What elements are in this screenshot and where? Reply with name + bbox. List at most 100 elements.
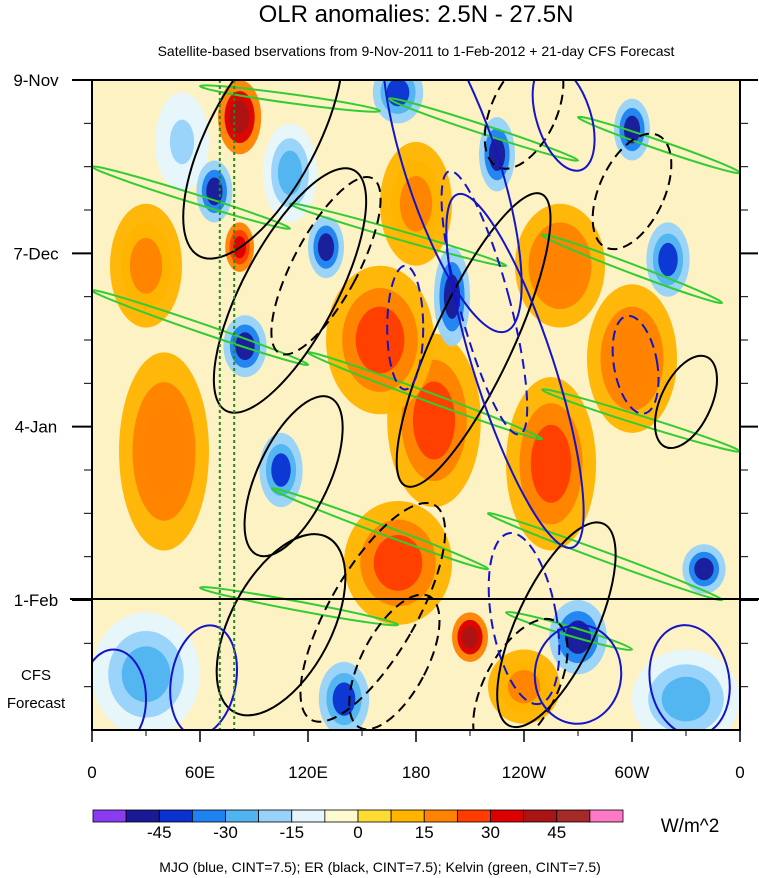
anomaly-region-4-2 — [143, 406, 185, 496]
er-contour-3 — [496, 521, 617, 729]
er-contours — [182, 80, 718, 730]
anomaly-region-20-2 — [461, 626, 479, 649]
colorbar: -45 -30 -15 0 15 30 45 — [92, 809, 624, 842]
forecast-label-line1: CFS — [21, 667, 51, 684]
mjo-contour-7 — [648, 624, 731, 730]
er-contour-2 — [395, 192, 552, 488]
anomaly-region-27-2 — [623, 115, 641, 144]
colorbar-swatch-5 — [258, 809, 293, 823]
er-contour-0 — [182, 80, 344, 260]
mjo-contour-2 — [531, 80, 596, 172]
kelvin-contour-4 — [289, 202, 508, 268]
colorbar-label-6: 45 — [547, 823, 566, 842]
anomaly-region-10-2 — [277, 150, 303, 196]
er-contour-1 — [212, 167, 368, 414]
er-contour-5 — [299, 502, 447, 723]
anomaly-region-18-2 — [658, 242, 678, 277]
anomaly-region-28-2 — [565, 620, 591, 654]
colorbar-label-3: 0 — [353, 823, 362, 842]
anomaly-region-25-2 — [235, 332, 255, 361]
er-contour-10 — [654, 354, 718, 450]
colorbar-label-4: 15 — [415, 823, 434, 842]
kelvin-contour-6 — [92, 289, 310, 367]
mjo-contour-3 — [386, 264, 425, 391]
colorbar-swatch-15 — [589, 809, 624, 823]
colorbar-swatch-0 — [92, 809, 127, 823]
mjo-contour-6 — [487, 532, 561, 706]
er-contour-12 — [348, 593, 441, 730]
kelvin-contour-1 — [387, 97, 580, 162]
colorbar-swatch-13 — [523, 809, 558, 823]
y-tick-label-0: 9-Nov — [13, 71, 59, 90]
mjo-contour-4 — [440, 170, 529, 436]
mjo-contour-5 — [533, 623, 623, 725]
kelvin-contour-3 — [92, 165, 292, 230]
mjo-contour-9 — [611, 314, 660, 415]
anomaly-region-13-2 — [661, 676, 711, 722]
colorbar-swatch-10 — [423, 809, 458, 823]
anomaly-region-16-2 — [271, 453, 291, 487]
anomaly-region-6-2 — [169, 119, 195, 165]
colorbar-swatch-2 — [158, 809, 193, 823]
mjo-contour-10 — [92, 648, 147, 730]
er-contour-6 — [472, 617, 569, 730]
x-tick-label-4: 120W — [502, 763, 546, 782]
colorbar-swatch-11 — [456, 809, 491, 823]
anomaly-region-19-2 — [332, 682, 356, 716]
anomaly-region-2-2 — [507, 669, 541, 704]
chart-title: OLR anomalies: 2.5N - 27.5N — [259, 1, 574, 28]
anomaly-region-12-2 — [373, 535, 423, 591]
kelvin-contour-8 — [540, 388, 740, 453]
kelvin-contour-0 — [199, 84, 382, 113]
contour-legend: MJO (blue, CINT=7.5); ER (black, CINT=7.… — [159, 859, 601, 875]
er-contour-9 — [591, 132, 673, 251]
reference-lines — [218, 80, 236, 730]
mjo-contour-8 — [169, 624, 238, 730]
y-tick-label-3: 1-Feb — [14, 591, 58, 610]
x-tick-label-2: 120E — [288, 763, 328, 782]
x-tick-label-5: 60W — [615, 763, 650, 782]
anomaly-region-15-2 — [229, 100, 250, 134]
colorbar-swatch-8 — [357, 809, 392, 823]
chart-subtitle: Satellite-based bservations from 9-Nov-2… — [158, 43, 675, 59]
y-tick-label-2: 4-Jan — [15, 418, 58, 437]
x-tick-label-3: 180 — [402, 763, 430, 782]
colorbar-swatch-4 — [225, 809, 260, 823]
anomaly-region-5-2 — [539, 237, 581, 294]
x-tick-label-0: 0 — [87, 763, 96, 782]
anomaly-region-0-2 — [129, 237, 163, 294]
colorbar-label-5: 30 — [481, 823, 500, 842]
kelvin-contour-11 — [198, 586, 400, 627]
anomaly-region-8-2 — [530, 424, 572, 503]
colorbar-swatch-3 — [191, 809, 226, 823]
mjo-contour-1 — [445, 192, 585, 550]
colorbar-swatch-6 — [291, 809, 326, 823]
colorbar-swatch-14 — [556, 809, 591, 823]
anomaly-region-7-2 — [412, 381, 456, 460]
er-contour-7 — [243, 395, 344, 558]
er-contour-4 — [270, 175, 382, 356]
colorbar-units: W/m^2 — [661, 816, 720, 837]
anomaly-region-11-2 — [355, 306, 405, 374]
x-tick-label-1: 60E — [185, 763, 215, 782]
colorbar-swatch-9 — [390, 809, 425, 823]
mjo-contours — [92, 80, 731, 730]
colorbar-swatch-12 — [490, 809, 525, 823]
axes: 0 60E 120E 180 120W 60W 0 9-Nov 7-Dec 4-Jan 1-Feb — [13, 71, 758, 782]
plot-area — [92, 80, 740, 730]
forecast-label-line2: Forecast — [7, 695, 66, 712]
kelvin-contour-5 — [540, 233, 724, 305]
colorbar-swatch-1 — [125, 809, 160, 823]
colorbar-label-0: -45 — [147, 823, 172, 842]
kelvin-contour-9 — [270, 487, 490, 571]
anomaly-region-21-2 — [317, 233, 335, 262]
y-tick-label-1: 7-Dec — [13, 244, 59, 263]
colorbar-swatch-7 — [324, 809, 359, 823]
anomaly-region-3-2 — [611, 325, 653, 393]
anomaly-region-17-2 — [386, 80, 410, 107]
colorbar-label-1: -30 — [213, 823, 238, 842]
anomaly-region-23-2 — [694, 557, 714, 581]
x-tick-label-6: 0 — [735, 763, 744, 782]
mjo-contour-0 — [381, 80, 523, 334]
